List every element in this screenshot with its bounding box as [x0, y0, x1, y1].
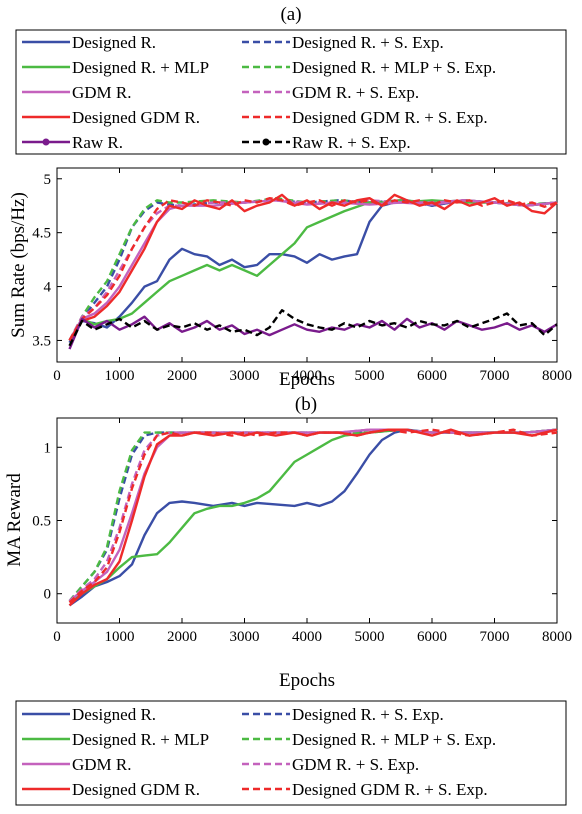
legend-top: Designed R. Designed R. + S. Exp. Designed…	[15, 29, 567, 155]
chart-b-xtick-label: 4000	[292, 629, 322, 645]
chart-a-series-raw-r	[68, 315, 558, 350]
chart-a-xtick-label: 8000	[542, 368, 572, 384]
chart-a-xtick-label: 2000	[167, 368, 197, 384]
chart-a-xtick-label: 4000	[292, 368, 322, 384]
chart-b-xtick-label: 7000	[480, 629, 510, 645]
legend-top-box	[15, 29, 567, 155]
legend-top-item-label: GDM R. + S. Exp.	[292, 83, 419, 102]
chart-b-ylabel: MA Reward	[4, 473, 25, 567]
chart-a-series-designed-gdm-r	[68, 193, 558, 342]
chart-b-plot-area	[56, 417, 558, 624]
chart-a-series-raw-r-s-exp	[68, 309, 558, 347]
chart-b-series-designed-gdm-r	[68, 428, 558, 607]
legend-top-item-label: Designed R.	[72, 33, 156, 52]
legend-top-item-label: Designed GDM R.	[72, 108, 200, 127]
chart-b-xlabel: Epochs	[279, 670, 335, 691]
chart-b-xtick-label: 5000	[355, 629, 385, 645]
chart-a-xtick-label: 6000	[417, 368, 447, 384]
legend-bottom-item-label: Designed GDM R. + S. Exp.	[292, 780, 488, 799]
chart-b-xtick-label: 3000	[230, 629, 260, 645]
legend-bottom-item-label: GDM R. + S. Exp.	[292, 755, 419, 774]
legend-bottom-item-label: Designed R.	[72, 705, 156, 724]
chart-a-xtick-label: 0	[53, 368, 61, 384]
panel-b-title: (b)	[295, 394, 317, 415]
legend-top-item-label: Designed R. + S. Exp.	[292, 33, 444, 52]
chart-a-ytick-label: 5	[44, 172, 52, 188]
chart-a-ytick-label: 3.5	[32, 333, 51, 349]
chart-b-series-gdm-r-s-exp	[68, 428, 558, 602]
panel-a-title: (a)	[280, 4, 301, 25]
chart-b-xtick-label: 1000	[105, 629, 135, 645]
legend-top-item-marker	[262, 138, 270, 146]
chart-b-xtick-label: 6000	[417, 629, 447, 645]
chart-b-series-designed-gdm-r-s-exp	[68, 428, 558, 604]
chart-a-xtick-label: 1000	[105, 368, 135, 384]
legend-top-item-label: Raw R. + S. Exp.	[292, 133, 411, 152]
legend-bottom-item-label: Designed R. + MLP + S. Exp.	[292, 730, 496, 749]
chart-b-ytick-label: 1	[44, 440, 52, 456]
chart-b-ytick-label: 0	[44, 587, 52, 603]
chart-a-xtick-label: 7000	[480, 368, 510, 384]
chart-b-xtick-label: 0	[53, 629, 61, 645]
legend-top-item-label: Designed R. + MLP	[72, 58, 209, 77]
chart-a-xtick-label: 5000	[355, 368, 385, 384]
chart-a-series-designed-gdm-r-s-exp	[68, 197, 558, 342]
legend-top-item-label: GDM R.	[72, 83, 132, 102]
chart-a-xlabel: Epochs	[279, 369, 335, 390]
legend-top-item-label: Designed R. + MLP + S. Exp.	[292, 58, 496, 77]
legend-bottom-item-label: GDM R.	[72, 755, 132, 774]
chart-a-ylabel: Sum Rate (bps/Hz)	[8, 192, 29, 338]
chart-a-ytick-label: 4.5	[32, 226, 51, 242]
chart-b-ytick-label: 0.5	[32, 514, 51, 530]
legend-bottom-item-label: Designed R. + S. Exp.	[292, 705, 444, 724]
chart-a-xtick-label: 3000	[230, 368, 260, 384]
legend-bottom-box	[15, 700, 567, 806]
legend-top-item-marker	[42, 138, 50, 146]
chart-b-xtick-label: 8000	[542, 629, 572, 645]
chart-a-ytick-label: 4	[44, 280, 52, 296]
chart-a: 0 1000 2000 3000 4000 5000 6000 7000 8000 3.5 4 4.…	[8, 167, 572, 390]
legend-top-item-label: Raw R.	[72, 133, 123, 152]
chart-b-xtick-label: 2000	[167, 629, 197, 645]
legend-bottom-item-label: Designed R. + MLP	[72, 730, 209, 749]
chart-b: 0 1000 2000 3000 4000 5000 6000 7000 8000 00.51 …	[4, 417, 572, 691]
legend-bottom-item-label: Designed GDM R.	[72, 780, 200, 799]
legend-bottom: Designed R. Designed R. + S. Exp. Designed…	[15, 700, 567, 806]
legend-top-item-label: Designed GDM R. + S. Exp.	[292, 108, 488, 127]
